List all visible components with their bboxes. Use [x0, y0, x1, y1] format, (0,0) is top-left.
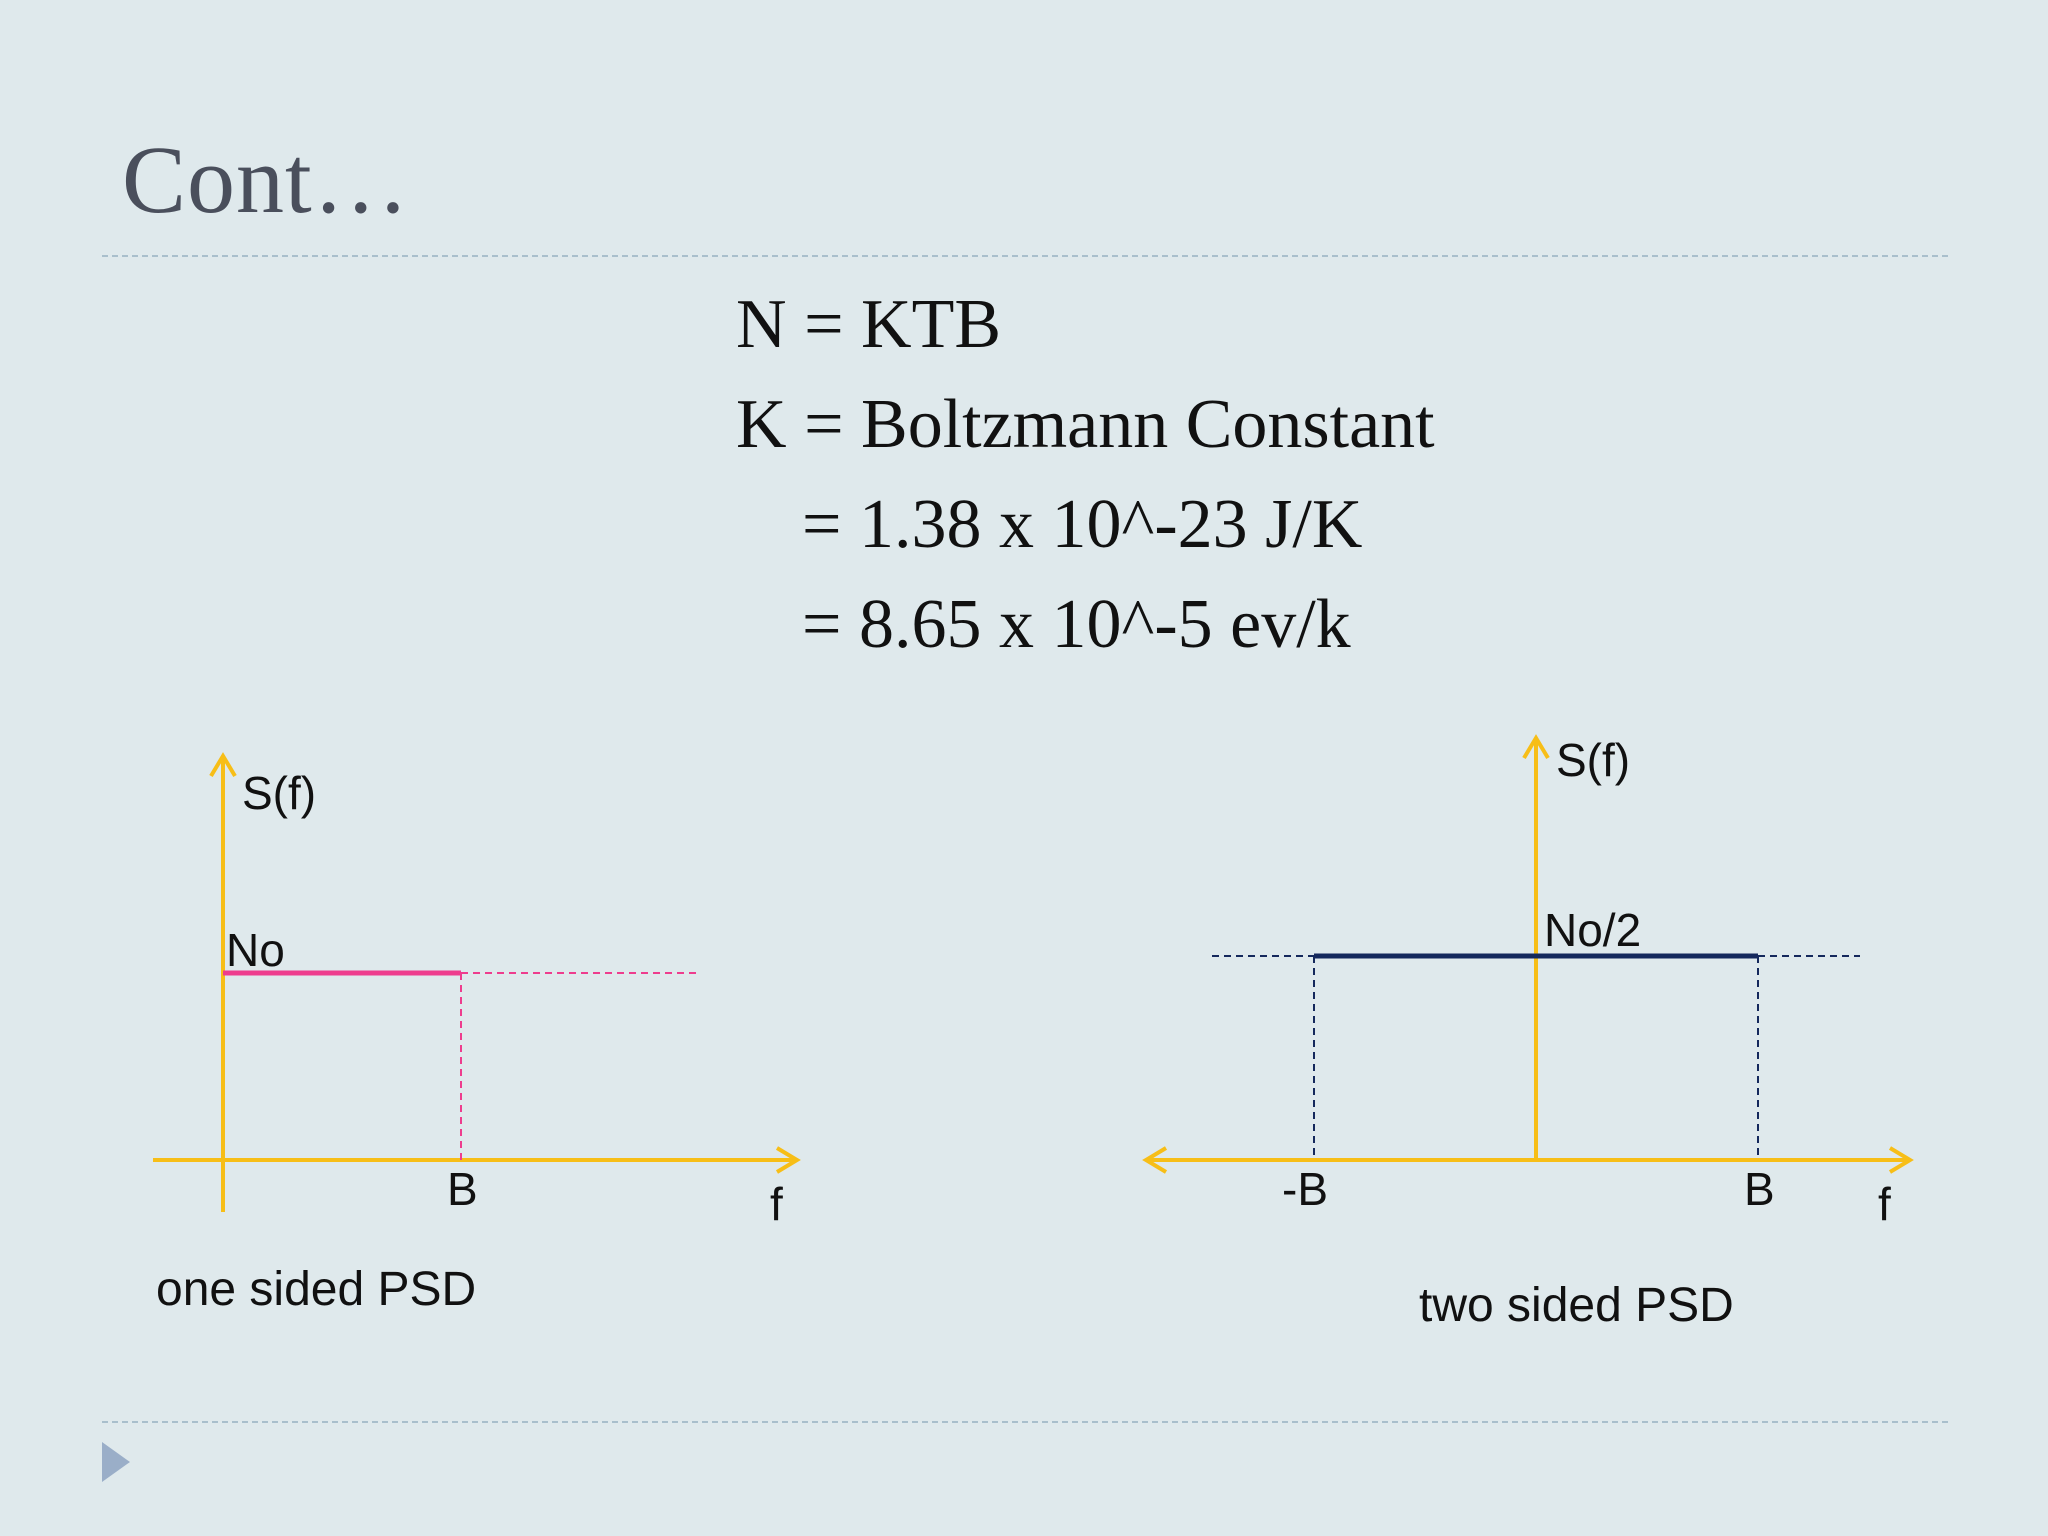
- one-sided-f-label: f: [770, 1178, 783, 1230]
- equation-k-value-ev: = 8.65 x 10^-5 ev/k: [802, 590, 1351, 660]
- slide-title: Cont…: [122, 126, 410, 233]
- one-sided-caption: one sided PSD: [156, 1263, 477, 1316]
- one-sided-y-axis-arrowhead: [209, 752, 237, 778]
- two-sided-b-label: B: [1744, 1163, 1775, 1215]
- two-sided-x-axis-left-arrowhead: [1142, 1146, 1168, 1174]
- equation-k-lhs: K: [736, 386, 787, 463]
- equation-n-lhs: N: [736, 286, 787, 363]
- slide-bullet-arrow-icon: [102, 1442, 130, 1482]
- two-sided-y-axis-arrowhead: [1522, 734, 1550, 760]
- equation-k: K = Boltzmann Constant: [736, 390, 1435, 460]
- two-sided-x-axis-right-arrowhead: [1888, 1146, 1914, 1174]
- equation-n: N = KTB: [736, 290, 1001, 360]
- two-sided-level-label: No/2: [1544, 904, 1641, 956]
- one-sided-x-axis-arrowhead: [775, 1146, 801, 1174]
- two-sided-neg-b-label: -B: [1282, 1163, 1328, 1215]
- one-sided-level-label: No: [226, 924, 285, 976]
- two-sided-psd-diagram: S(f) No/2 -B B f: [1142, 734, 1914, 1230]
- two-sided-y-label: S(f): [1556, 734, 1630, 786]
- one-sided-b-label: B: [447, 1163, 478, 1215]
- equation-n-rhs: = KTB: [804, 286, 1002, 363]
- equation-k-rhs: = Boltzmann Constant: [804, 386, 1435, 463]
- equation-k-value-ev-text: = 8.65 x 10^-5 ev/k: [802, 586, 1351, 663]
- title-divider: [102, 255, 1948, 257]
- one-sided-y-label: S(f): [242, 767, 316, 819]
- two-sided-f-label: f: [1878, 1178, 1891, 1230]
- equation-k-value-joule: = 1.38 x 10^-23 J/K: [802, 490, 1362, 560]
- equation-k-value-joule-text: = 1.38 x 10^-23 J/K: [802, 486, 1363, 563]
- two-sided-caption: two sided PSD: [1419, 1279, 1734, 1332]
- one-sided-psd-diagram: S(f) No B f: [153, 752, 801, 1230]
- footer-divider: [102, 1421, 1948, 1423]
